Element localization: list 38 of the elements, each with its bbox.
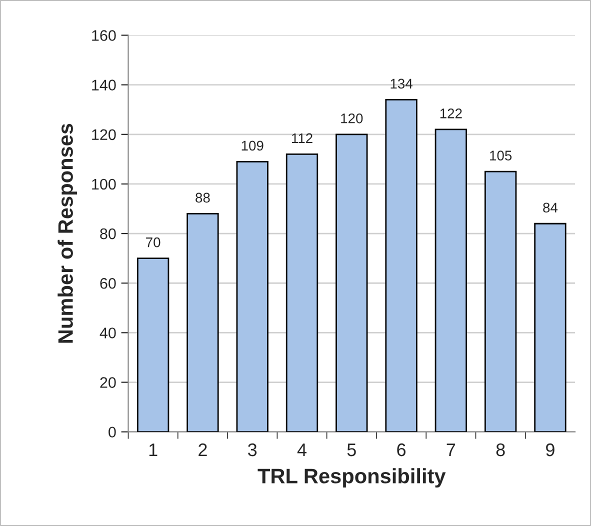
data-label: 122 [440,108,462,118]
x-tick-label: 3 [248,443,257,456]
bar [186,213,219,432]
bar [136,258,170,432]
x-tick-label: 1 [149,444,158,456]
y-tick-label: 160 [92,30,116,41]
y-tick-label: 0 [108,426,116,438]
y-tick-label: 20 [100,377,116,388]
x-tick-label: 5 [347,444,356,456]
bar [286,154,318,432]
y-axis-title: Number of Responses [58,124,78,343]
y-tick-label: 40 [100,328,116,338]
data-label: 109 [242,140,264,151]
data-label: 88 [196,192,210,203]
y-tick-label: 100 [92,178,116,190]
data-label: 105 [490,150,512,160]
x-tick-label: 7 [446,444,456,456]
bar [434,128,468,432]
bar [236,160,268,432]
x-tick-label: 2 [198,443,207,456]
bar [534,222,566,432]
y-tick-label: 60 [100,278,116,289]
data-label: 84 [543,202,558,213]
data-label: 120 [341,113,363,124]
data-label: 112 [292,133,312,144]
x-tick-label: 6 [397,443,406,456]
y-tick-label: 140 [92,80,116,91]
x-tick-label: 8 [496,443,505,456]
x-tick-label: 9 [546,443,554,456]
bar [484,170,517,432]
y-tick-label: 120 [92,129,116,140]
x-axis-title: TRL Responsibility [258,468,446,488]
y-tick-label: 80 [100,228,116,240]
bar [385,98,418,432]
data-label: 134 [390,78,412,89]
data-label: 70 [146,237,160,248]
bar [336,134,368,432]
x-tick-label: 4 [297,444,306,456]
